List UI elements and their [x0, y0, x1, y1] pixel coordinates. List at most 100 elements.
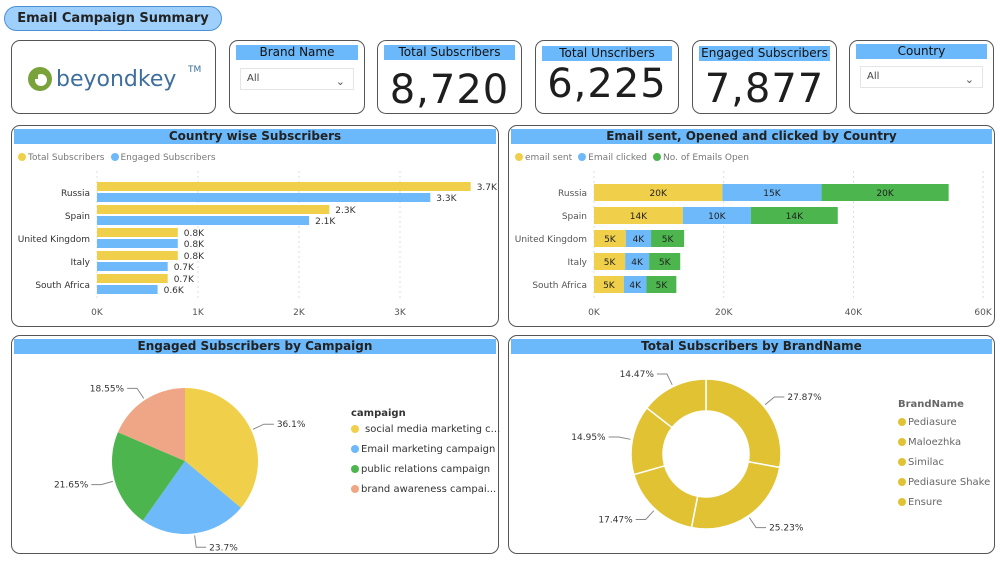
brand-donut-panel: Total Subscribers by BrandName 27.87% 25.…: [508, 335, 995, 554]
category-label: Italy: [70, 258, 90, 268]
legend-item[interactable]: Pediasure: [898, 417, 990, 437]
kpi-label: Engaged Subscribers: [699, 46, 830, 61]
x-tick-label: 2K: [293, 308, 306, 318]
data-label: 14K: [630, 212, 648, 222]
chart-legend: Total Subscribers Engaged Subscribers: [18, 153, 216, 163]
svg-text:beyondkey: beyondkey: [56, 67, 176, 92]
leader-line: [194, 535, 207, 548]
chart-legend: email sent Email clicked No. of Emails O…: [515, 153, 749, 163]
data-label: 23.7%: [209, 543, 238, 553]
legend-item[interactable]: email sent: [515, 153, 572, 163]
kpi-value: 6,225: [547, 61, 667, 107]
category-label: South Africa: [35, 281, 90, 291]
data-label: 0.8K: [184, 240, 205, 250]
data-label: 5K: [604, 235, 617, 245]
bar-segment: [821, 184, 949, 201]
data-label: 17.47%: [598, 515, 633, 525]
country-subscribers-panel: Country wise Subscribers Total Subscribe…: [11, 125, 499, 327]
country-subscribers-chart: 0K 1K 2K 3K Russia 3.7K 3.3K Spain 2.3K2.1K Unite…: [18, 171, 498, 318]
legend-item[interactable]: Similac: [898, 457, 990, 477]
bar: [97, 262, 168, 271]
leader-line: [91, 480, 113, 486]
data-label: 36.1%: [277, 420, 306, 430]
leader-line: [764, 396, 785, 406]
bar-segment: [594, 184, 723, 201]
bar-segment: [594, 230, 626, 247]
legend-item[interactable]: Ensure: [898, 497, 990, 517]
country-filter: Country All ⌄: [849, 40, 994, 114]
x-tick-label: 0K: [588, 308, 601, 318]
data-label: 14.95%: [571, 433, 606, 443]
legend-item[interactable]: Email clicked: [578, 153, 647, 163]
legend-item[interactable]: No. of Emails Open: [653, 153, 749, 163]
data-label: 5K: [604, 258, 617, 268]
leader-line: [252, 423, 274, 430]
kpi-total-subscribers: Total Subscribers 8,720: [377, 40, 522, 114]
data-label: 2.3K: [335, 206, 356, 216]
pie-slice: [705, 378, 782, 469]
category-label: Spain: [65, 212, 90, 222]
bar-segment: [750, 207, 838, 224]
brand-donut-chart: 27.87% 25.23% 17.47% 14.95% 14.47%: [571, 370, 822, 534]
bar-segment: [646, 276, 677, 293]
campaign-legend: campaign social media marketing c... Ema…: [351, 408, 500, 504]
x-tick-label: 20K: [715, 308, 733, 318]
x-tick-label: 0K: [91, 308, 104, 318]
bar: [97, 285, 158, 294]
bar: [97, 239, 178, 248]
data-label: 14.47%: [620, 370, 655, 380]
legend-item[interactable]: Total Subscribers: [18, 153, 105, 163]
panel-title: Email sent, Opened and clicked by Countr…: [511, 129, 992, 144]
leader-line: [608, 436, 631, 440]
pie-slice: [632, 464, 699, 529]
legend-item[interactable]: brand awareness campai...: [351, 484, 500, 504]
kpi-value: 8,720: [389, 67, 510, 113]
brand-name-dropdown[interactable]: All ⌄: [240, 68, 354, 90]
brand-legend: BrandName Pediasure Maloezhka Similac Pe…: [898, 399, 990, 517]
data-label: 0.7K: [174, 275, 195, 285]
data-label: 5K: [659, 258, 672, 268]
data-label: 0.8K: [184, 229, 205, 239]
x-tick-label: 3K: [394, 308, 407, 318]
data-label: 10K: [708, 212, 726, 222]
brand-filter-label: Brand Name: [236, 45, 358, 60]
brand-name-filter: Brand Name All ⌄: [229, 40, 365, 114]
data-label: 0.8K: [184, 252, 205, 262]
data-label: 5K: [603, 281, 616, 291]
pie-slice: [112, 432, 185, 521]
data-label: 0.7K: [174, 263, 195, 273]
pie-slice: [645, 378, 707, 429]
bar-segment: [594, 276, 624, 293]
x-tick-label: 40K: [845, 308, 863, 318]
legend-item[interactable]: social media marketing c...: [351, 424, 500, 444]
country-dropdown-value: All: [867, 71, 880, 82]
panel-title: Country wise Subscribers: [14, 129, 496, 144]
kpi-engaged-subscribers: Engaged Subscribers 7,877: [692, 40, 837, 114]
dashboard-title: Email Campaign Summary: [4, 6, 222, 31]
data-label: 0.6K: [164, 286, 185, 296]
legend-title: BrandName: [898, 399, 964, 410]
beyondkey-logo: beyondkey TM: [28, 65, 201, 92]
data-label: 5K: [656, 281, 669, 291]
legend-item[interactable]: Maloezhka: [898, 437, 990, 457]
bar-segment: [682, 207, 751, 224]
data-label: 4K: [633, 235, 646, 245]
pie-slice: [142, 461, 241, 534]
country-filter-label: Country: [856, 44, 987, 59]
legend-item[interactable]: Email marketing campaign: [351, 444, 500, 464]
data-label: 2.1K: [315, 217, 336, 227]
email-activity-chart: 0K 20K 40K 60K Russia 20K 15K 20K Spain 14K 10K 14K…: [515, 171, 993, 318]
chevron-down-icon: ⌄: [335, 75, 345, 88]
legend-item[interactable]: Engaged Subscribers: [110, 153, 216, 163]
bar: [97, 228, 178, 237]
data-label: 20K: [876, 189, 894, 199]
legend-item[interactable]: Pediasure Shake: [898, 477, 990, 497]
svg-text:TM: TM: [187, 65, 201, 75]
bar-segment: [623, 276, 647, 293]
data-label: 15K: [763, 189, 781, 199]
bar-segment: [722, 184, 822, 201]
x-tick-label: 1K: [192, 308, 205, 318]
pie-slice: [185, 388, 258, 508]
legend-item[interactable]: public relations campaign: [351, 464, 500, 484]
country-dropdown[interactable]: All ⌄: [860, 66, 983, 88]
